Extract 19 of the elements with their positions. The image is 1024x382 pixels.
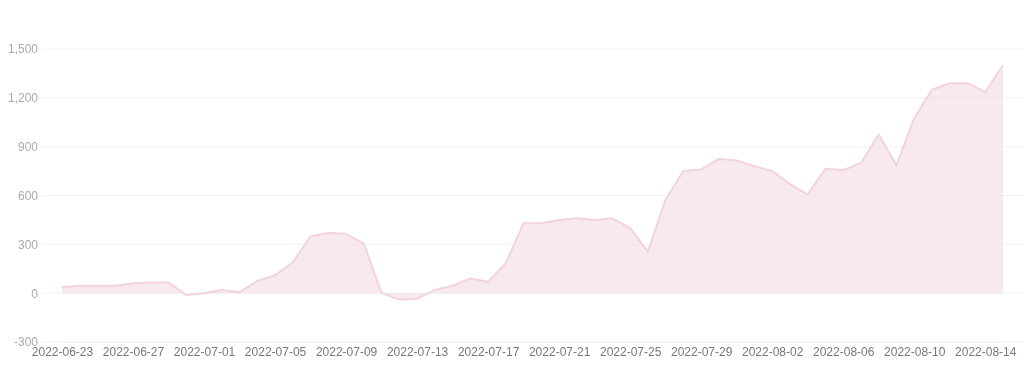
y-tick-label: 900 [17,140,39,155]
y-tick-label: 300 [17,237,39,252]
x-tick-label: 2022-07-29 [670,344,733,359]
x-tick-label: 2022-08-10 [884,344,946,359]
x-tick-label: 2022-07-21 [528,344,591,359]
x-tick-label: 2022-06-27 [102,344,165,359]
y-tick-label: 1,500 [7,42,39,57]
x-tick-label: 2022-08-06 [813,344,875,359]
y-tick-label: 0 [31,286,39,301]
x-tick-label: 2022-07-05 [244,344,307,359]
x-tick-label: 2022-08-02 [741,344,804,359]
x-tick-label: 2022-07-17 [457,344,520,359]
x-tick-label: 2022-07-09 [315,344,378,359]
x-tick-label: 2022-07-25 [599,344,662,359]
y-tick-label: 1,200 [7,91,39,106]
x-tick-label: 2022-07-13 [386,344,449,359]
x-tick-label: 2022-08-14 [955,344,1017,359]
x-tick-label: 2022-07-01 [173,344,236,359]
y-tick-label: 600 [17,188,39,203]
